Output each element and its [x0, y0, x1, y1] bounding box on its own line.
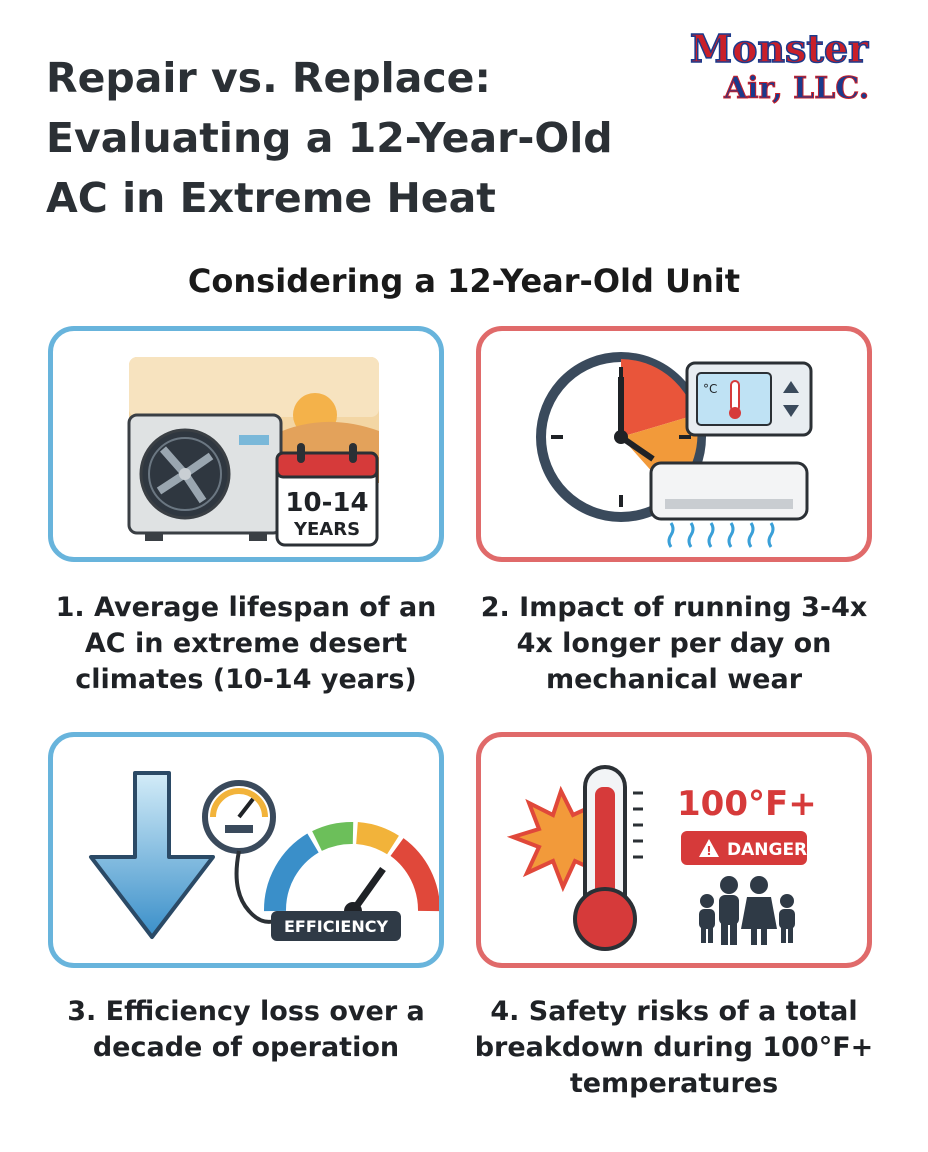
caption-line: decade of operation	[92, 1032, 400, 1063]
logo-line-1: Monster	[690, 26, 869, 71]
caption-lifespan: 1. Average lifespan of an AC in extreme …	[36, 590, 456, 698]
lifespan-badge-unit: YEARS	[293, 519, 360, 540]
caption-line: 4. Safety risks of a total	[490, 996, 858, 1027]
caption-line: mechanical wear	[545, 664, 803, 695]
caption-line: AC in extreme desert	[84, 628, 408, 659]
card-runtime: °C	[476, 326, 872, 562]
card-safety: 100°F+ ! DANGER	[476, 732, 872, 968]
monster-air-logo: Monster Air, LLC.	[689, 25, 870, 106]
card-lifespan: 10-14 YEARS	[48, 326, 444, 562]
caption-line: climates (10-14 years)	[75, 664, 417, 695]
caption-line: 3. Efficiency loss over a	[67, 996, 425, 1027]
logo-line-2: Air, LLC.	[723, 71, 869, 106]
caption-line: breakdown during 100°F+	[474, 1032, 874, 1063]
lifespan-badge-number: 10-14	[285, 488, 368, 518]
efficiency-gauge-icon: EFFICIENCY	[89, 771, 439, 941]
caption-line: 1. Average lifespan of an	[55, 592, 437, 623]
caption-line: temperatures	[569, 1068, 779, 1099]
caption-efficiency: 3. Efficiency loss over a decade of oper…	[36, 994, 456, 1066]
ac-unit-calendar-icon: 10-14 YEARS	[127, 357, 379, 547]
svg-text:!: !	[706, 844, 711, 858]
title-line-1: Repair vs. Replace:	[46, 54, 491, 102]
thermometer-danger-family-icon: 100°F+ ! DANGER	[506, 765, 817, 951]
caption-runtime: 2. Impact of running 3-4x 4x longer per …	[464, 590, 884, 698]
title-line-2: Evaluating a 12-Year-Old	[46, 114, 613, 162]
clock-thermostat-ac-icon: °C	[536, 352, 813, 548]
caption-safety: 4. Safety risks of a total breakdown dur…	[464, 994, 884, 1102]
section-subtitle: Considering a 12-Year-Old Unit	[187, 262, 741, 300]
title-line-3: AC in Extreme Heat	[46, 174, 496, 222]
danger-label: DANGER	[727, 840, 807, 860]
page-title: Repair vs. Replace: Evaluating a 12-Year…	[46, 48, 666, 228]
thermostat-unit: °C	[703, 382, 717, 396]
card-efficiency: EFFICIENCY	[48, 732, 444, 968]
efficiency-label: EFFICIENCY	[284, 917, 389, 936]
caption-line: 2. Impact of running 3-4x	[480, 592, 868, 623]
temperature-label: 100°F+	[677, 784, 817, 824]
caption-line: 4x longer per day on	[516, 628, 832, 659]
